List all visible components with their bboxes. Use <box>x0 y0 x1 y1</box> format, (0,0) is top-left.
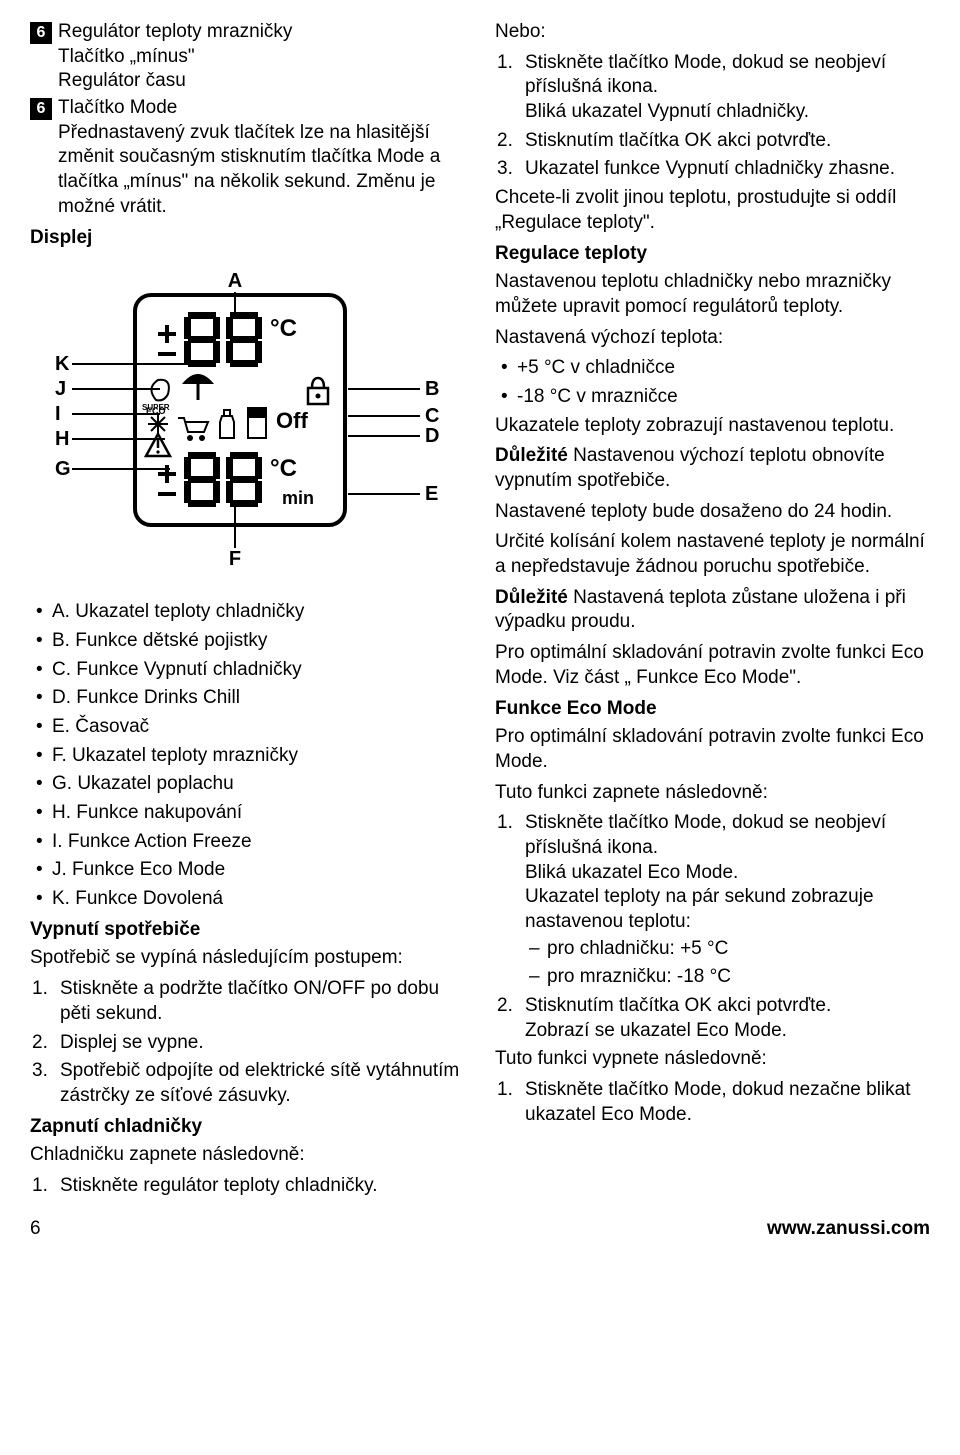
vypnuti-intro: Spotřebič se vypíná následujícím postupe… <box>30 946 465 971</box>
eco-off-steps: 1.Stiskněte tlačítko Mode, dokud nezačne… <box>495 1078 930 1127</box>
reg-p6: Pro optimální skladování potravin zvolte… <box>495 641 930 690</box>
vypnuti-heading: Vypnutí spotřebiče <box>30 918 465 943</box>
item7-paragraph: Přednastavený zvuk tlačítek lze na hlasi… <box>58 121 465 220</box>
umbrella-icon <box>182 374 214 400</box>
cart-icon <box>178 418 208 441</box>
eco-on-steps: 1.Stiskněte tlačítko Mode, dokud se neob… <box>495 811 930 1043</box>
label-F: F <box>229 548 241 570</box>
legend-item: G. Ukazatel poplachu <box>30 772 465 797</box>
label-A: A <box>228 270 242 292</box>
svg-text:C: C <box>425 405 439 427</box>
svg-text:min: min <box>282 488 314 508</box>
bottle-icon <box>220 410 234 438</box>
reg-p3: Ukazatele teploty zobrazují nastavenou t… <box>495 414 930 439</box>
svg-text:K: K <box>55 353 70 375</box>
svg-text:D: D <box>425 425 439 447</box>
legend-item: I. Funkce Action Freeze <box>30 830 465 855</box>
zapnuti-intro: Chladničku zapnete následovně: <box>30 1143 465 1168</box>
reg-p1: Nastavenou teplotu chladničky nebo mrazn… <box>495 270 930 319</box>
item6-line2: Tlačítko „mínus" <box>58 46 195 67</box>
reg-p4: Nastavené teploty bude dosaženo do 24 ho… <box>495 500 930 525</box>
legend-item: K. Funkce Dovolená <box>30 887 465 912</box>
alarm-icon <box>146 434 170 456</box>
item7-label: Tlačítko Mode <box>58 97 177 118</box>
svg-text:G: G <box>55 458 71 480</box>
eco-temps: pro chladničku: +5 °C pro mrazničku: -18… <box>525 937 930 990</box>
svg-text:E: E <box>425 483 438 505</box>
legend-item: E. Časovač <box>30 715 465 740</box>
svg-text:B: B <box>425 378 439 400</box>
eco-p2: Tuto funkci zapnete následovně: <box>495 781 930 806</box>
eco-heading: Funkce Eco Mode <box>495 697 930 722</box>
item6-line3: Regulátor času <box>58 70 186 91</box>
snowflake-icon: SUPER <box>142 403 170 434</box>
legend-item: B. Funkce dětské pojistky <box>30 629 465 654</box>
reg-defaults: +5 °C v chladničce -18 °C v mrazničce <box>495 356 930 409</box>
svg-text:°C: °C <box>270 315 297 342</box>
list-item-6: 6 Regulátor teploty mrazničky Tlačítko „… <box>30 20 465 94</box>
fridge-off-icon <box>248 408 266 438</box>
num-badge-6: 6 <box>30 22 52 44</box>
inline-badge-6: 6 <box>30 98 52 120</box>
eco-p1: Pro optimální skladování potravin zvolte… <box>495 725 930 774</box>
zapnuti-steps: 1.Stiskněte regulátor teploty chladničky… <box>30 1174 465 1199</box>
eco-p3: Tuto funkci vypnete následovně: <box>495 1047 930 1072</box>
lock-icon <box>308 378 328 404</box>
page-number: 6 <box>30 1217 41 1242</box>
legend-item: H. Funkce nakupování <box>30 801 465 826</box>
reg-p2: Nastavená výchozí teplota: <box>495 326 930 351</box>
svg-text:J: J <box>55 378 66 400</box>
svg-text:SUPER: SUPER <box>142 403 170 412</box>
svg-text:I: I <box>55 403 61 425</box>
legend-item: A. Ukazatel teploty chladničky <box>30 600 465 625</box>
reg-imp2: Důležité Nastavená teplota zůstane ulože… <box>495 586 930 635</box>
site-url: www.zanussi.com <box>767 1217 930 1242</box>
svg-text:Off: Off <box>276 408 308 433</box>
legend-item: J. Funkce Eco Mode <box>30 858 465 883</box>
svg-text:H: H <box>55 428 69 450</box>
nebo-steps: 1.Stiskněte tlačítko Mode, dokud se neob… <box>495 51 930 182</box>
display-diagram: A F K J I H G B C D E <box>30 270 465 570</box>
displej-heading: Displej <box>30 226 465 251</box>
list-item-7: 7 Tlačítko Mode Přednastavený zvuk tlačí… <box>30 96 465 219</box>
svg-text:°C: °C <box>270 455 297 482</box>
legend-item: C. Funkce Vypnutí chladničky <box>30 658 465 683</box>
reg-imp1: Důležité Nastavenou výchozí teplotu obno… <box>495 444 930 493</box>
reg-p5: Určité kolísání kolem nastavené teploty … <box>495 530 930 579</box>
vypnuti-steps: 1.Stiskněte a podržte tlačítko ON/OFF po… <box>30 977 465 1108</box>
zapnuti-heading: Zapnutí chladničky <box>30 1115 465 1140</box>
regulace-heading: Regulace teploty <box>495 242 930 267</box>
nebo-after: Chcete-li zvolit jinou teplotu, prostudu… <box>495 186 930 235</box>
item6-line1: Regulátor teploty mrazničky <box>58 21 292 42</box>
legend-item: D. Funkce Drinks Chill <box>30 686 465 711</box>
nebo-label: Nebo: <box>495 20 930 45</box>
legend-item: F. Ukazatel teploty mrazničky <box>30 744 465 769</box>
display-legend: A. Ukazatel teploty chladničky B. Funkce… <box>30 600 465 912</box>
